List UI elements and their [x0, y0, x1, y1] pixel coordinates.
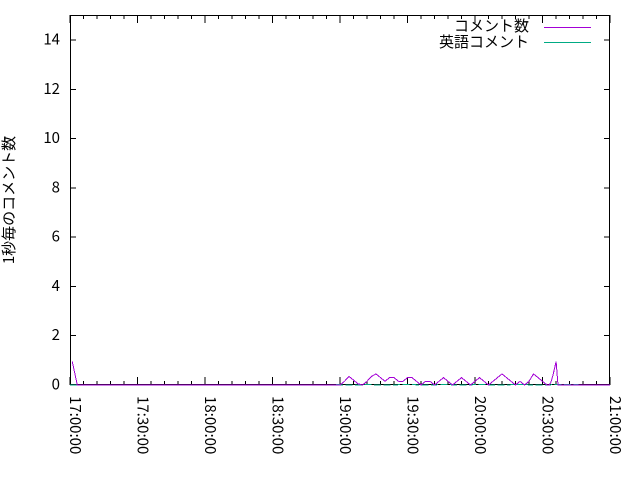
svg-text:20:00:00: 20:00:00 — [470, 396, 491, 454]
svg-text:0: 0 — [52, 374, 60, 395]
svg-text:21:00:00: 21:00:00 — [605, 396, 626, 454]
svg-text:8: 8 — [52, 176, 60, 197]
svg-text:4: 4 — [52, 275, 60, 296]
svg-text:14: 14 — [43, 29, 60, 50]
svg-text:20:30:00: 20:30:00 — [538, 396, 559, 454]
svg-text:17:00:00: 17:00:00 — [65, 396, 86, 454]
svg-text:12: 12 — [43, 78, 60, 99]
svg-text:2: 2 — [52, 324, 60, 345]
svg-text:10: 10 — [43, 127, 60, 148]
svg-text:18:30:00: 18:30:00 — [268, 396, 289, 454]
svg-text:1秒毎のコメント数: 1秒毎のコメント数 — [0, 136, 19, 264]
svg-text:英語コメント: 英語コメント — [439, 31, 529, 52]
svg-text:19:30:00: 19:30:00 — [403, 396, 424, 454]
svg-text:17:30:00: 17:30:00 — [133, 396, 154, 454]
svg-text:19:00:00: 19:00:00 — [335, 396, 356, 454]
svg-text:6: 6 — [52, 226, 60, 247]
svg-text:18:00:00: 18:00:00 — [200, 396, 221, 454]
